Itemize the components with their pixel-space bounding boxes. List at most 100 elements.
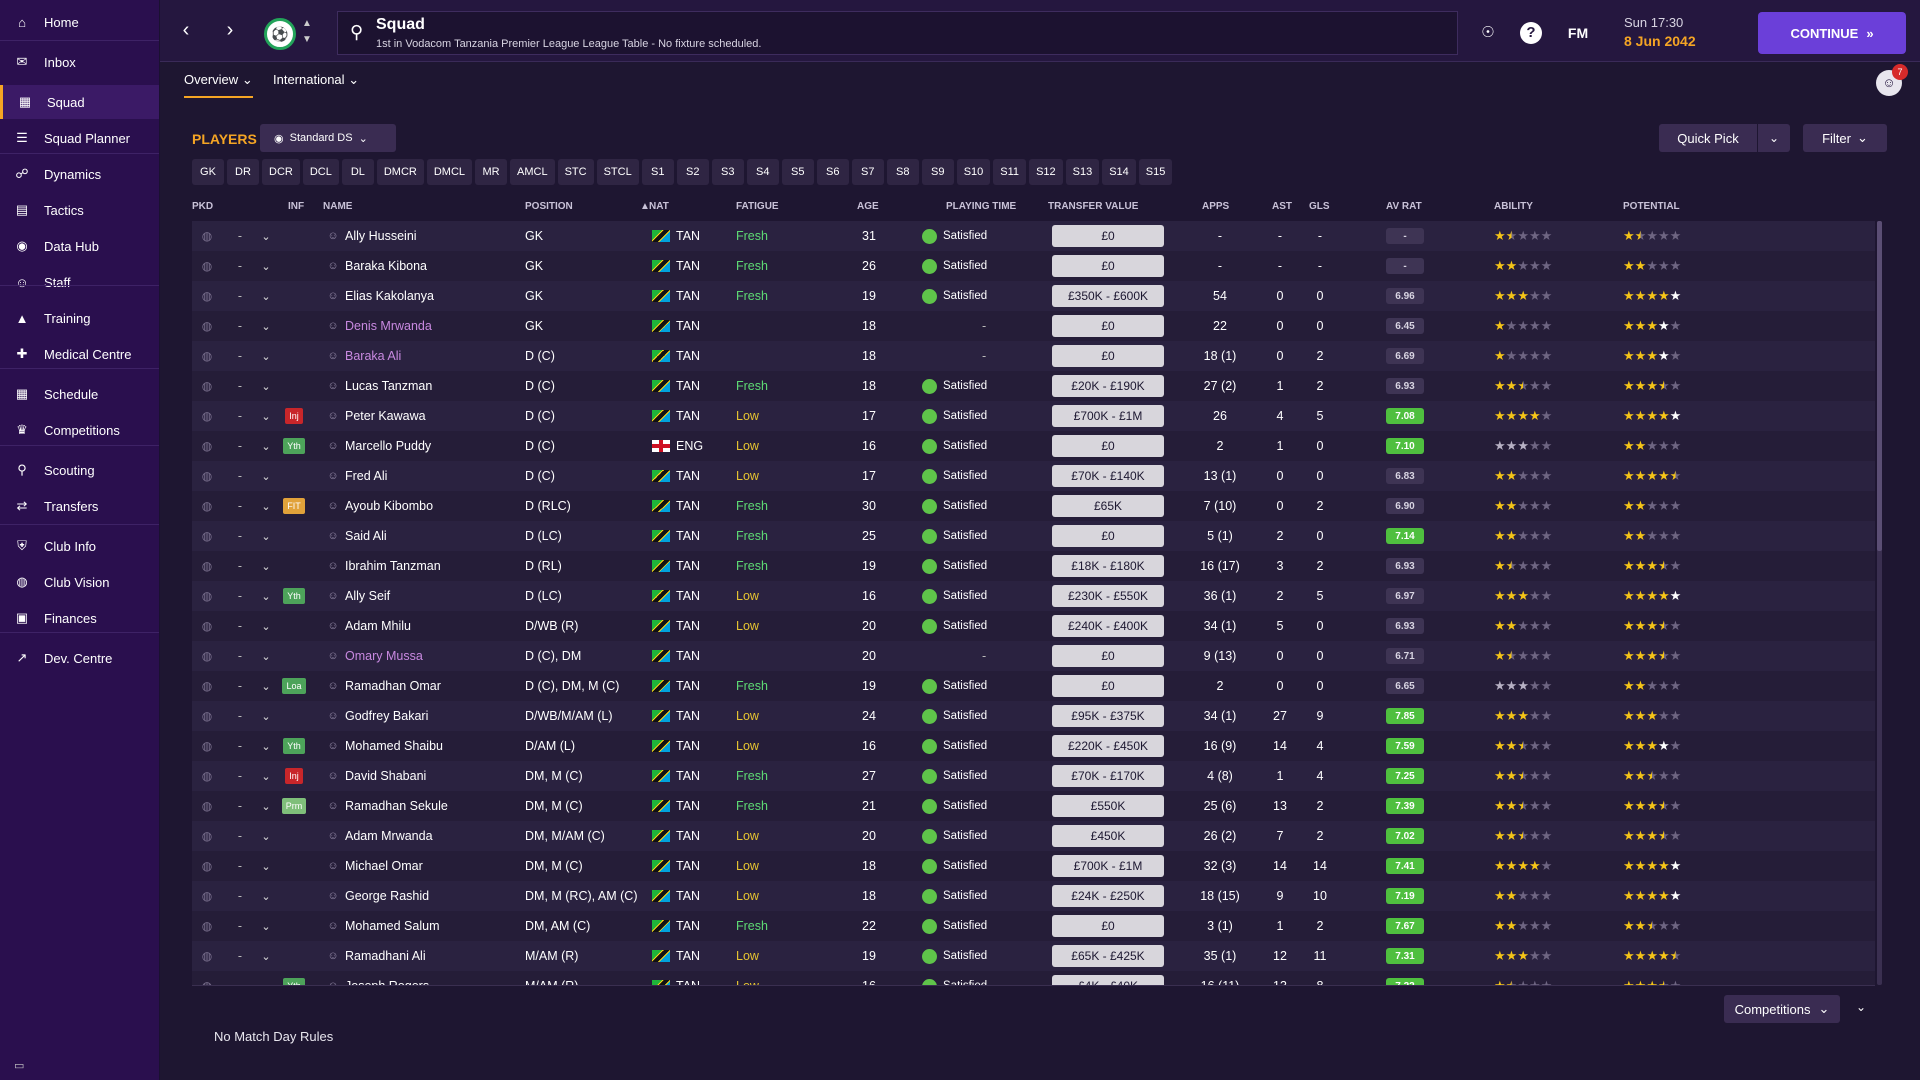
player-name[interactable]: Lucas Tanzman bbox=[345, 379, 433, 393]
pick-checkbox[interactable]: ◍ bbox=[201, 409, 213, 423]
table-row[interactable]: ◍ - ⌄ ☺ Denis Mrwanda GK TAN 18- £0 22 0 0 6.45 ★ ★ ★ ★ ★… bbox=[192, 311, 1875, 341]
player-name[interactable]: Ayoub Kibombo bbox=[345, 499, 434, 513]
position-filter-mr[interactable]: MR bbox=[475, 159, 508, 185]
col-ability[interactable]: ABILITY bbox=[1494, 201, 1533, 212]
row-expand-chevron-icon[interactable]: ⌄ bbox=[261, 650, 271, 663]
position-filter-dmcr[interactable]: DMCR bbox=[376, 159, 424, 185]
table-row[interactable]: ◍ - ⌄ ☺ Godfrey Bakari D/WB/M/AM (L) TAN Low 24 S… bbox=[192, 701, 1875, 731]
player-name[interactable]: Marcello Puddy bbox=[345, 439, 432, 453]
pick-checkbox[interactable]: ◍ bbox=[201, 499, 213, 513]
player-name[interactable]: Adam Mrwanda bbox=[345, 829, 433, 843]
sidebar-item-medical-centre[interactable]: ✚ Medical Centre bbox=[0, 337, 159, 371]
row-expand-chevron-icon[interactable]: ⌄ bbox=[261, 560, 271, 573]
sidebar-item-training[interactable]: ▲ Training bbox=[0, 301, 159, 335]
row-expand-chevron-icon[interactable]: ⌄ bbox=[261, 320, 271, 333]
pick-checkbox[interactable]: ◍ bbox=[201, 739, 213, 753]
quick-pick-dropdown[interactable]: ⌄ bbox=[1758, 124, 1790, 152]
view-select[interactable]: ◉ Standard DS ⌄ bbox=[260, 124, 396, 152]
col-playing-time[interactable]: PLAYING TIME bbox=[946, 201, 1017, 212]
row-expand-chevron-icon[interactable]: ⌄ bbox=[261, 500, 271, 513]
sidebar-item-scouting[interactable]: ⚲ Scouting bbox=[0, 453, 159, 487]
player-name[interactable]: Elias Kakolanya bbox=[345, 289, 434, 303]
col-name[interactable]: NAME bbox=[323, 201, 353, 212]
col-transfer-value[interactable]: TRANSFER VALUE bbox=[1048, 201, 1139, 212]
row-expand-chevron-icon[interactable]: ⌄ bbox=[261, 800, 271, 813]
pick-checkbox[interactable]: ◍ bbox=[201, 289, 213, 303]
col-inf[interactable]: INF bbox=[288, 201, 305, 212]
position-filter-stcl[interactable]: STCL bbox=[596, 159, 639, 185]
row-expand-chevron-icon[interactable]: ⌄ bbox=[261, 830, 271, 843]
row-expand-chevron-icon[interactable]: ⌄ bbox=[261, 350, 271, 363]
row-expand-chevron-icon[interactable]: ⌄ bbox=[261, 470, 271, 483]
pick-checkbox[interactable]: ◍ bbox=[201, 859, 213, 873]
player-name[interactable]: Ibrahim Tanzman bbox=[345, 559, 441, 573]
table-row[interactable]: ◍ - ⌄ ☺ Michael Omar DM, M (C) TAN Low 18 Satisfi… bbox=[192, 851, 1875, 881]
table-row[interactable]: ◍ - ⌄ ☺ Omary Mussa D (C), DM TAN 20 - £0 9 (13) 0 0… bbox=[192, 641, 1875, 671]
player-name[interactable]: Ramadhani Ali bbox=[345, 949, 426, 963]
pick-checkbox[interactable]: ◍ bbox=[201, 529, 213, 543]
help-icon[interactable]: ? bbox=[1520, 22, 1542, 44]
position-filter-s14[interactable]: S14 bbox=[1102, 159, 1136, 185]
sidebar-item-home[interactable]: ⌂ Home bbox=[0, 5, 159, 39]
sidebar-item-dev-centre[interactable]: ↗ Dev. Centre bbox=[0, 641, 159, 675]
table-row[interactable]: ◍ - ⌄ ☺ Ally Husseini GK TAN Fresh 31 Satisfied £0… bbox=[192, 221, 1875, 251]
col-age[interactable]: AGE bbox=[857, 201, 879, 212]
position-filter-dcr[interactable]: DCR bbox=[262, 159, 300, 185]
row-expand-chevron-icon[interactable]: ⌄ bbox=[256, 971, 276, 986]
pick-checkbox[interactable]: ◍ bbox=[201, 769, 213, 783]
pick-checkbox[interactable]: ◍ bbox=[201, 469, 213, 483]
pick-checkbox[interactable]: ◍ bbox=[201, 589, 213, 603]
pick-checkbox[interactable]: ◍ bbox=[201, 949, 213, 963]
position-filter-s7[interactable]: S7 bbox=[851, 159, 884, 185]
position-filter-dcl[interactable]: DCL bbox=[302, 159, 339, 185]
position-filter-dmcl[interactable]: DMCL bbox=[426, 159, 473, 185]
back-button[interactable]: ‹ bbox=[182, 19, 190, 41]
player-name[interactable]: Joseph Rogers bbox=[345, 971, 429, 985]
fm-logo-button[interactable]: FM bbox=[1567, 25, 1589, 41]
position-filter-s15[interactable]: S15 bbox=[1138, 159, 1173, 185]
pick-checkbox[interactable]: ◍ bbox=[201, 439, 213, 453]
player-name[interactable]: Mohamed Salum bbox=[345, 919, 440, 933]
player-name[interactable]: Ramadhan Sekule bbox=[345, 799, 448, 813]
player-name[interactable]: Omary Mussa bbox=[345, 649, 423, 663]
table-row[interactable]: ◍ - ⌄ ☺ Said Ali D (LC) TAN Fresh 25 Satisfied £0 5… bbox=[192, 521, 1875, 551]
table-row[interactable]: ◍ - ⌄ Inj ☺ David Shabani DM, M (C) TAN Fresh 27 S… bbox=[192, 761, 1875, 791]
row-expand-chevron-icon[interactable]: ⌄ bbox=[261, 710, 271, 723]
table-row[interactable]: ◍ - ⌄ ☺ Fred Ali D (C) TAN Low 17 Satisfied £70K -… bbox=[192, 461, 1875, 491]
pick-checkbox[interactable]: ◍ bbox=[201, 709, 213, 723]
position-filter-s2[interactable]: S2 bbox=[676, 159, 709, 185]
row-expand-chevron-icon[interactable]: ⌄ bbox=[261, 860, 271, 873]
position-filter-s11[interactable]: S11 bbox=[993, 159, 1027, 185]
pick-checkbox[interactable]: ◍ bbox=[201, 229, 213, 243]
col-ast[interactable]: AST bbox=[1272, 201, 1292, 212]
sidebar-item-tactics[interactable]: ▤ Tactics bbox=[0, 193, 159, 227]
row-expand-chevron-icon[interactable]: ⌄ bbox=[261, 530, 271, 543]
pick-checkbox[interactable]: ◍ bbox=[201, 619, 213, 633]
pick-checkbox[interactable]: ◍ bbox=[192, 971, 222, 985]
sidebar-item-schedule[interactable]: ▦ Schedule bbox=[0, 377, 159, 411]
sidebar-item-club-vision[interactable]: ◍ Club Vision bbox=[0, 565, 159, 599]
position-filter-s3[interactable]: S3 bbox=[711, 159, 744, 185]
col-av-rat[interactable]: AV RAT bbox=[1386, 201, 1422, 212]
table-row[interactable]: ◍ - ⌄ ☺ Mohamed Salum DM, AM (C) TAN Fresh 22 Sat… bbox=[192, 911, 1875, 941]
sidebar-item-finances[interactable]: ▣ Finances bbox=[0, 601, 159, 635]
position-filter-stc[interactable]: STC bbox=[557, 159, 594, 185]
position-filter-s10[interactable]: S10 bbox=[956, 159, 991, 185]
player-name[interactable]: Ally Husseini bbox=[345, 229, 417, 243]
collapse-sidebar-icon[interactable]: ▭ bbox=[14, 1060, 25, 1072]
row-expand-chevron-icon[interactable]: ⌄ bbox=[261, 770, 271, 783]
pick-checkbox[interactable]: ◍ bbox=[201, 259, 213, 273]
player-name[interactable]: David Shabani bbox=[345, 769, 427, 783]
player-name[interactable]: Michael Omar bbox=[345, 859, 423, 873]
sidebar-item-staff[interactable]: ☺ Staff bbox=[0, 265, 159, 299]
row-expand-chevron-icon[interactable]: ⌄ bbox=[261, 740, 271, 753]
player-name[interactable]: Peter Kawawa bbox=[345, 409, 426, 423]
position-filter-dr[interactable]: DR bbox=[227, 159, 259, 185]
row-expand-chevron-icon[interactable]: ⌄ bbox=[261, 290, 271, 303]
table-row[interactable]: ◍ - ⌄ Prm ☺ Ramadhan Sekule DM, M (C) TAN Fresh 2… bbox=[192, 791, 1875, 821]
player-name[interactable]: Godfrey Bakari bbox=[345, 709, 429, 723]
table-row[interactable]: ◍ - ⌄ ☺ Adam Mrwanda DM, M/AM (C) TAN Low 20 Sati… bbox=[192, 821, 1875, 851]
table-row[interactable]: ◍ - ⌄ ☺ Adam Mhilu D/WB (R) TAN Low 20 Satisfied £… bbox=[192, 611, 1875, 641]
search-bar[interactable]: ⚲ Squad 1st in Vodacom Tanzania Premier … bbox=[337, 11, 1458, 55]
row-expand-chevron-icon[interactable]: ⌄ bbox=[261, 590, 271, 603]
